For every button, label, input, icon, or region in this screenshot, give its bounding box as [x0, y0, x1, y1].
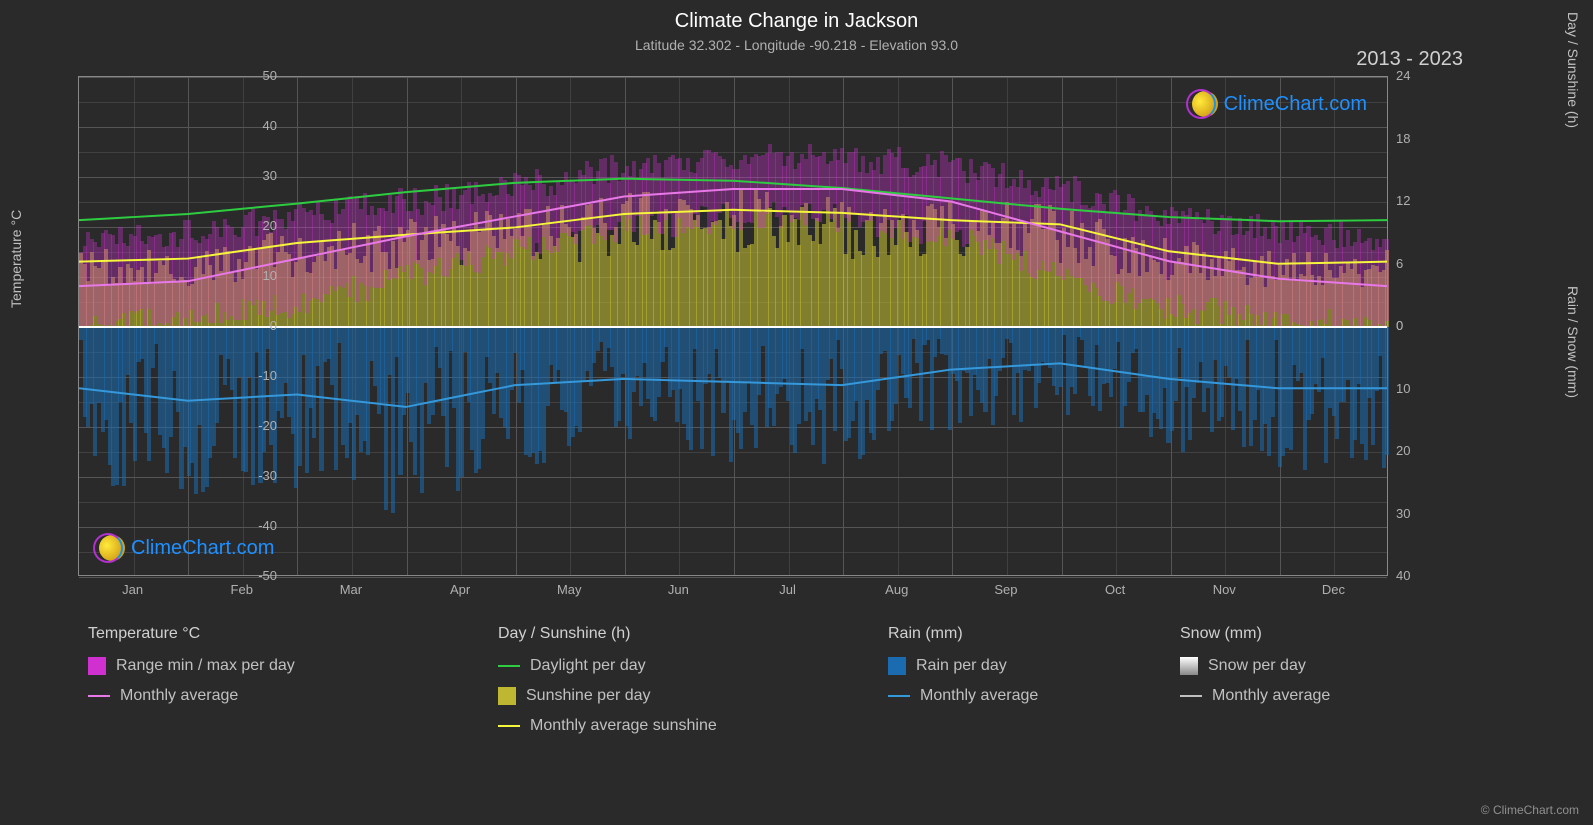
axis-label-day-sunshine: Day / Sunshine (h) — [1565, 12, 1581, 128]
tick-month: Feb — [212, 582, 272, 597]
tick-left: 30 — [237, 168, 277, 183]
axis-label-rain-snow: Rain / Snow (mm) — [1565, 286, 1581, 398]
legend-day-header: Day / Sunshine (h) — [498, 625, 717, 643]
tick-left: -10 — [237, 368, 277, 383]
watermark-text: ClimeChart.com — [1224, 93, 1367, 116]
axis-label-temperature: Temperature °C — [8, 210, 24, 308]
tick-month: Jul — [758, 582, 818, 597]
tick-right-bottom: 0 — [1396, 318, 1436, 333]
legend-temperature: Temperature °C Range min / max per day M… — [88, 625, 295, 717]
swatch-snow-avg — [1180, 695, 1202, 697]
tick-left: 10 — [237, 268, 277, 283]
tick-left: 20 — [237, 218, 277, 233]
legend-snow-avg: Monthly average — [1180, 687, 1330, 705]
tick-right-bottom: 30 — [1396, 506, 1436, 521]
legend-snow-perday: Snow per day — [1180, 657, 1330, 675]
tick-right-bottom: 40 — [1396, 568, 1436, 583]
tick-left: 40 — [237, 118, 277, 133]
tick-right-top: 18 — [1396, 131, 1436, 146]
watermark-text: ClimeChart.com — [131, 537, 274, 560]
climechart-logo-icon — [99, 535, 125, 561]
chart-title: Climate Change in Jackson — [0, 0, 1593, 33]
swatch-sunshine-avg — [498, 725, 520, 727]
swatch-snow — [1180, 657, 1198, 675]
legend-rain-avg: Monthly average — [888, 687, 1038, 705]
copyright-text: © ClimeChart.com — [1481, 803, 1579, 817]
swatch-rain — [888, 657, 906, 675]
legend-rain: Rain (mm) Rain per day Monthly average — [888, 625, 1038, 717]
tick-month: Nov — [1194, 582, 1254, 597]
legend-day-sunshine: Day / Sunshine (h) Daylight per day Suns… — [498, 625, 717, 747]
chart-subtitle: Latitude 32.302 - Longitude -90.218 - El… — [0, 33, 1593, 53]
legend-rain-perday: Rain per day — [888, 657, 1038, 675]
tick-month: Jun — [648, 582, 708, 597]
watermark-bottom: ClimeChart.com — [99, 535, 274, 561]
tick-month: Oct — [1085, 582, 1145, 597]
swatch-rain-avg — [888, 695, 910, 697]
tick-month: Dec — [1303, 582, 1363, 597]
tick-left: 50 — [237, 68, 277, 83]
tick-left: -30 — [237, 468, 277, 483]
legend-temp-avg: Monthly average — [88, 687, 295, 705]
legend-snow: Snow (mm) Snow per day Monthly average — [1180, 625, 1330, 717]
tick-right-top: 12 — [1396, 193, 1436, 208]
swatch-daylight — [498, 665, 520, 667]
tick-left: 0 — [237, 318, 277, 333]
legend-temp-header: Temperature °C — [88, 625, 295, 643]
watermark-top: ClimeChart.com — [1192, 91, 1367, 117]
tick-right-top: 6 — [1396, 256, 1436, 271]
tick-left: -50 — [237, 568, 277, 583]
tick-month: Mar — [321, 582, 381, 597]
tick-month: Apr — [430, 582, 490, 597]
swatch-temp-range — [88, 657, 106, 675]
tick-month: Aug — [867, 582, 927, 597]
tick-right-bottom: 10 — [1396, 381, 1436, 396]
legend-sunshine-avg: Monthly average sunshine — [498, 717, 717, 735]
climechart-logo-icon — [1192, 91, 1218, 117]
swatch-sunshine — [498, 687, 516, 705]
tick-left: -40 — [237, 518, 277, 533]
tick-month: May — [539, 582, 599, 597]
legend-temp-range: Range min / max per day — [88, 657, 295, 675]
tick-left: -20 — [237, 418, 277, 433]
swatch-temp-avg — [88, 695, 110, 697]
tick-right-bottom: 20 — [1396, 443, 1436, 458]
tick-month: Sep — [976, 582, 1036, 597]
legend-daylight: Daylight per day — [498, 657, 717, 675]
tick-month: Jan — [103, 582, 163, 597]
legend-sunshine: Sunshine per day — [498, 687, 717, 705]
tick-right-top: 24 — [1396, 68, 1436, 83]
legend-snow-header: Snow (mm) — [1180, 625, 1330, 643]
legend-rain-header: Rain (mm) — [888, 625, 1038, 643]
